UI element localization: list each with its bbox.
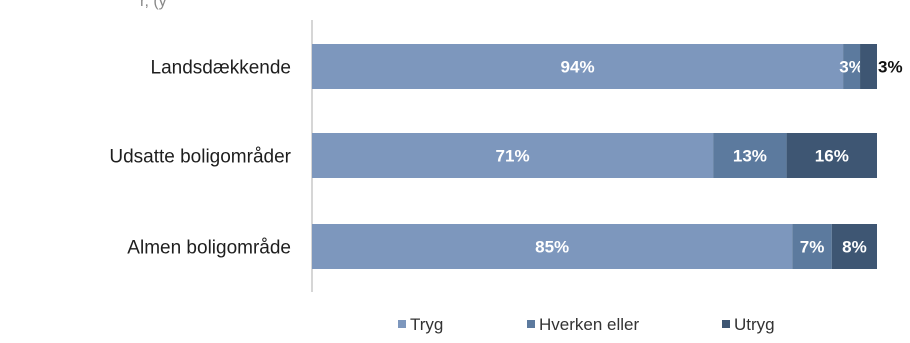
data-label: 85% [535, 238, 569, 257]
bar-segment-hverken-eller [843, 44, 861, 89]
data-label: 16% [815, 147, 849, 166]
category-labels: Landsdækkende Udsatte boligområder Almen b… [109, 58, 291, 259]
category-label: Landsdækkende [151, 58, 292, 79]
legend: Tryg Hverken eller Utryg [398, 315, 775, 334]
category-label: Udsatte boligområder [109, 147, 291, 168]
data-label: 71% [496, 147, 530, 166]
data-label: 7% [800, 238, 825, 257]
legend-label: Hverken eller [539, 315, 639, 334]
data-label: 94% [561, 58, 595, 77]
data-label: 13% [733, 147, 767, 166]
legend-swatch [722, 320, 730, 328]
data-label: 3% [839, 58, 864, 77]
bars-group: 94% 3% 3% 71% 13% 16% 85% 7% 8% [312, 44, 903, 269]
category-label: Almen boligområde [127, 238, 291, 259]
bar-segment-tryg [312, 224, 793, 269]
legend-swatch [398, 320, 406, 328]
top-cropped-text: r, (y [140, 0, 167, 10]
bar-segment-utryg [860, 44, 877, 89]
bar-segment-tryg [312, 133, 714, 178]
bar-segment-hverken-eller [792, 224, 832, 269]
legend-swatch [527, 320, 535, 328]
data-label: 3% [878, 58, 903, 77]
bar-segment-utryg [786, 133, 877, 178]
data-label: 8% [842, 238, 867, 257]
bar-segment-tryg [312, 44, 844, 89]
legend-label: Utryg [734, 315, 775, 334]
legend-label: Tryg [410, 315, 443, 334]
bar-segment-utryg [831, 224, 877, 269]
bar-segment-hverken-eller [713, 133, 787, 178]
